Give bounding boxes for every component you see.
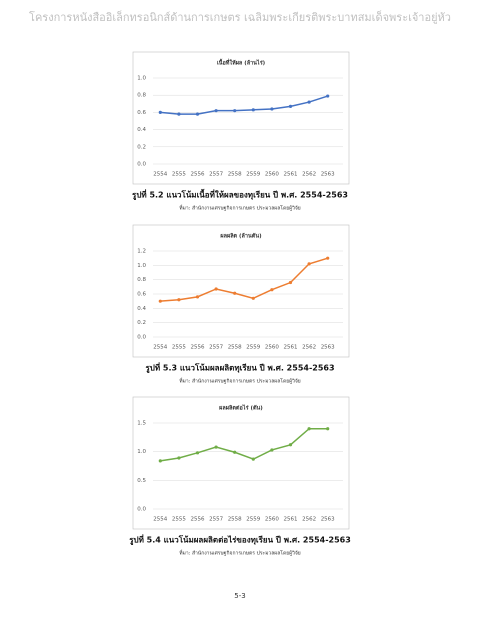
chart-title: ผลผลิต (ล้านตัน) — [220, 232, 262, 240]
data-point — [177, 456, 181, 460]
data-point — [214, 287, 218, 291]
y-tick-label: 0.2 — [137, 320, 146, 326]
y-tick-label: 1.0 — [137, 449, 146, 455]
data-point — [195, 451, 200, 455]
data-point — [270, 448, 274, 452]
figure-caption: รูปที่ 5.4 แนวโน้มผลผลิตต่อไร่ของทุเรียน… — [129, 534, 351, 546]
x-tick-label: 2563 — [321, 517, 335, 523]
x-tick-label: 2562 — [302, 172, 316, 178]
x-tick-label: 2563 — [321, 172, 335, 178]
data-point — [288, 443, 293, 447]
y-tick-label: 0.6 — [137, 110, 146, 116]
figure-caption: รูปที่ 5.3 แนวโน้มผลผลิตทุเรียน ปี พ.ศ. … — [145, 362, 334, 374]
data-point — [158, 459, 162, 463]
y-tick-label: 0.6 — [137, 292, 146, 298]
y-tick-label: 0.0 — [137, 507, 146, 513]
x-tick-label: 2558 — [228, 517, 242, 523]
y-tick-label: 0.0 — [137, 335, 146, 341]
x-tick-label: 2554 — [153, 517, 167, 523]
x-tick-label: 2559 — [246, 517, 260, 523]
x-tick-label: 2555 — [172, 345, 186, 351]
x-tick-label: 2562 — [302, 517, 316, 523]
chart-frame — [132, 224, 350, 358]
x-tick-label: 2558 — [228, 172, 242, 178]
data-line — [160, 257, 328, 302]
x-tick-label: 2556 — [191, 172, 205, 178]
data-point — [251, 296, 255, 300]
data-point — [251, 457, 255, 461]
x-tick-label: 2557 — [209, 172, 223, 178]
data-point — [214, 445, 218, 449]
data-point — [307, 100, 311, 104]
data-point — [233, 291, 237, 295]
data-point — [177, 112, 181, 116]
x-tick-label: 2555 — [172, 172, 186, 178]
y-tick-label: 0.5 — [137, 478, 146, 484]
data-point — [158, 110, 162, 114]
page-number: 5-3 — [234, 592, 245, 600]
y-tick-label: 0.8 — [137, 93, 146, 99]
x-tick-label: 2562 — [302, 345, 316, 351]
x-tick-label: 2560 — [265, 345, 279, 351]
x-tick-label: 2560 — [265, 172, 279, 178]
x-tick-label: 2559 — [246, 172, 260, 178]
x-tick-label: 2557 — [209, 517, 223, 523]
y-tick-label: 1.0 — [137, 263, 146, 269]
x-tick-label: 2560 — [265, 517, 279, 523]
data-point — [233, 109, 237, 113]
x-tick-label: 2556 — [191, 517, 205, 523]
y-tick-label: 1.0 — [137, 76, 146, 82]
data-point — [177, 298, 181, 302]
x-tick-label: 2555 — [172, 517, 186, 523]
x-tick-label: 2559 — [246, 345, 260, 351]
y-tick-label: 0.4 — [137, 306, 146, 312]
figure-source: ที่มา: สำนักงานเศรษฐกิจการเกษตร ประมวลผล… — [179, 205, 301, 212]
y-tick-label: 1.2 — [137, 249, 146, 255]
data-line — [160, 95, 328, 115]
x-tick-label: 2561 — [284, 345, 298, 351]
y-tick-label: 0.0 — [137, 162, 146, 168]
x-tick-label: 2557 — [209, 345, 223, 351]
header-title: โครงการหนังสืออิเล็กทรอนิกส์ด้านการเกษตร… — [29, 10, 451, 24]
figure-source: ที่มา: สำนักงานเศรษฐกิจการเกษตร ประมวลผล… — [179, 550, 301, 557]
data-point — [326, 427, 330, 431]
y-tick-label: 0.8 — [137, 277, 146, 283]
data-point — [270, 107, 274, 111]
data-line — [160, 427, 328, 462]
data-point — [307, 427, 311, 431]
data-point — [326, 94, 330, 98]
x-tick-label: 2556 — [191, 345, 205, 351]
data-point — [195, 112, 200, 116]
chart-frame — [132, 51, 350, 185]
chart-title: เนื้อที่ให้ผล (ล้านไร่) — [217, 58, 266, 67]
x-tick-label: 2554 — [153, 345, 167, 351]
y-tick-label: 1.5 — [137, 421, 146, 427]
chart-title: ผลผลิตต่อไร่ (ตัน) — [219, 404, 263, 412]
data-point — [288, 104, 293, 108]
y-tick-label: 0.4 — [137, 127, 146, 133]
x-tick-label: 2563 — [321, 345, 335, 351]
y-tick-label: 0.2 — [137, 144, 146, 150]
data-point — [195, 295, 200, 299]
data-point — [214, 109, 218, 113]
data-point — [288, 280, 293, 285]
x-tick-label: 2554 — [153, 172, 167, 178]
figure-source: ที่มา: สำนักงานเศรษฐกิจการเกษตร ประมวลผล… — [179, 378, 301, 385]
figure-caption: รูปที่ 5.2 แนวโน้มเนื้อที่ให้ผลของทุเรีย… — [132, 189, 348, 201]
x-tick-label: 2558 — [228, 345, 242, 351]
data-point — [158, 299, 162, 303]
data-point — [326, 256, 330, 260]
chart-frame — [132, 396, 350, 530]
data-point — [251, 108, 255, 112]
data-point — [233, 450, 237, 454]
data-point — [307, 262, 311, 266]
x-tick-label: 2561 — [284, 172, 298, 178]
data-point — [270, 288, 274, 292]
x-tick-label: 2561 — [284, 517, 298, 523]
